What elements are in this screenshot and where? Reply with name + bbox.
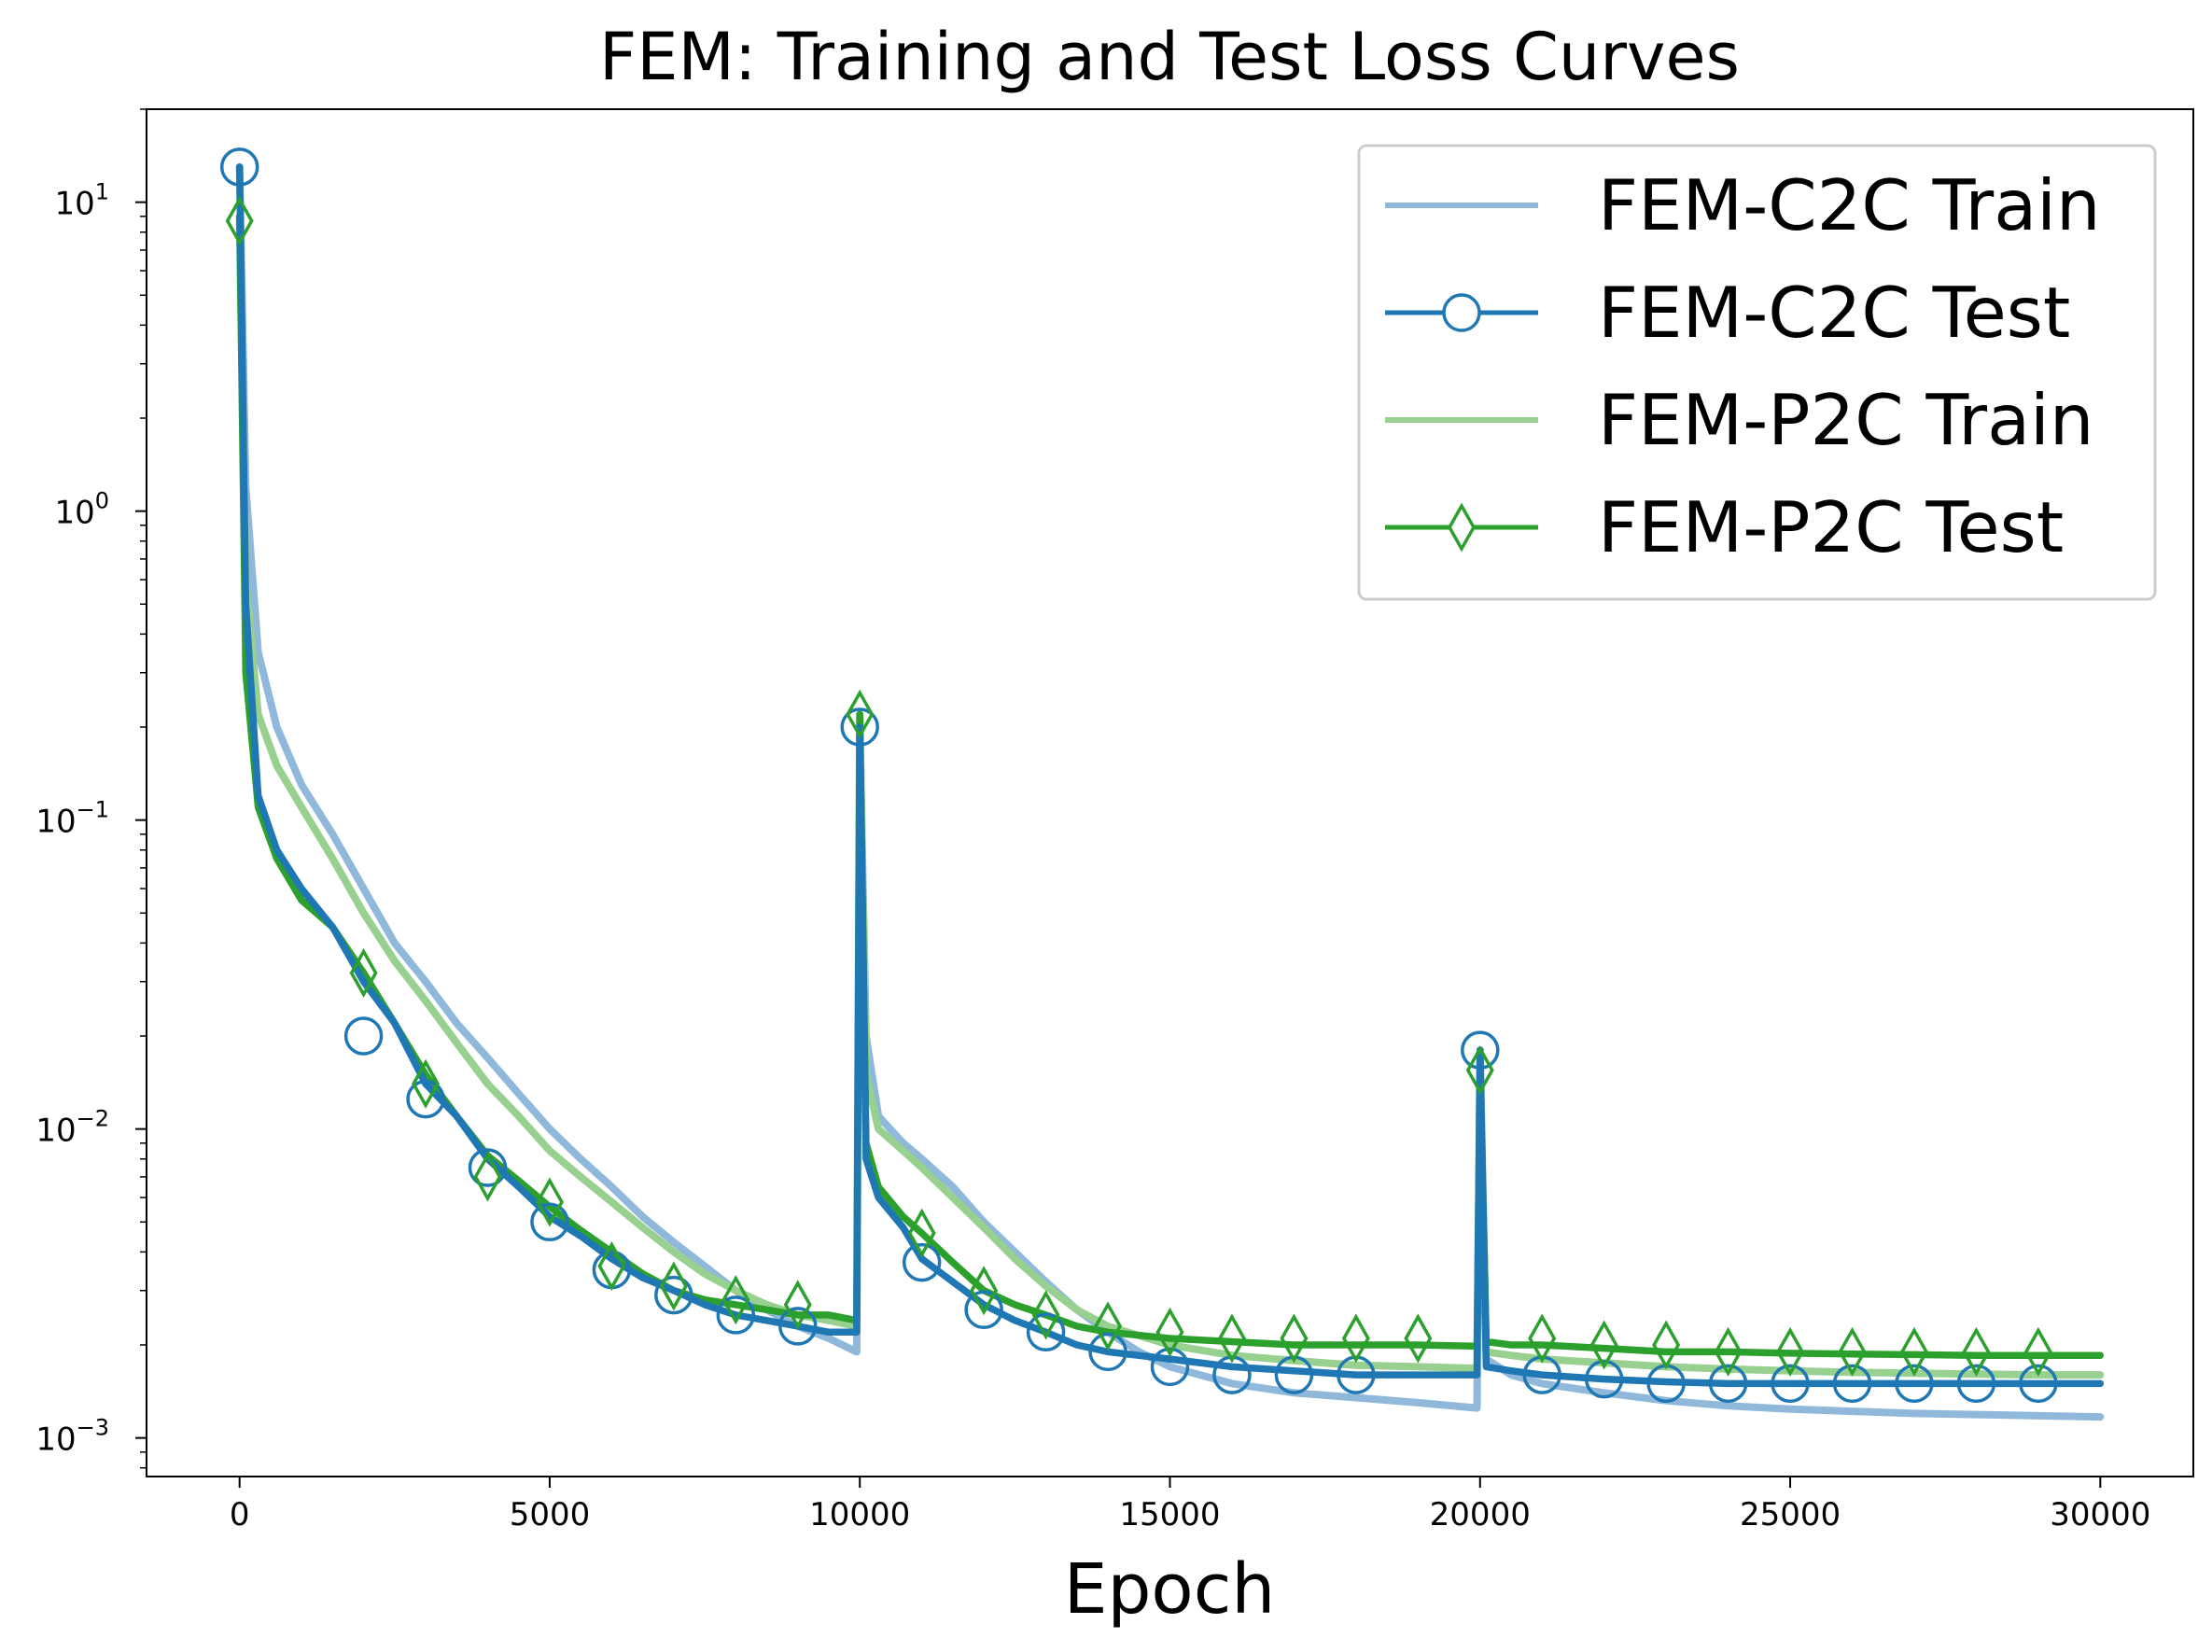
x-tick-label: 5000 xyxy=(510,1496,591,1533)
diamond-marker xyxy=(1776,1326,1805,1377)
diamond-marker xyxy=(1465,1045,1494,1096)
diamond-marker xyxy=(970,1266,999,1316)
x-tick-label: 10000 xyxy=(809,1496,910,1533)
x-axis: 0 5000 10000 15000 20000 25000 30000 xyxy=(230,1477,2150,1533)
circle-marker xyxy=(778,1307,818,1346)
x-tick-label: 30000 xyxy=(2050,1496,2150,1533)
diamond-marker xyxy=(1031,1290,1060,1340)
circle-marker xyxy=(1584,1359,1624,1399)
legend-label: FEM-P2C Train xyxy=(1598,379,2093,461)
diamond-marker xyxy=(1962,1326,1991,1377)
circle-marker xyxy=(530,1202,569,1242)
series-lines xyxy=(235,162,2105,1421)
diamond-marker xyxy=(659,1261,688,1311)
diamond-marker xyxy=(225,196,254,246)
circle-marker xyxy=(654,1275,693,1315)
diamond-marker xyxy=(846,689,875,739)
circle-marker xyxy=(1956,1364,1996,1404)
circle-marker xyxy=(1026,1312,1066,1352)
legend-diamond-marker xyxy=(1447,502,1477,553)
x-axis-label: Epoch xyxy=(1064,1549,1276,1630)
diamond-marker xyxy=(721,1275,750,1325)
diamond-marker xyxy=(1280,1313,1309,1364)
circle-marker xyxy=(1708,1364,1748,1404)
circle-marker xyxy=(343,1016,384,1056)
series-line-fem-p2c-train xyxy=(235,212,2105,1379)
diamond-marker xyxy=(412,1058,441,1109)
circle-marker xyxy=(468,1148,508,1187)
circle-marker xyxy=(1461,1030,1500,1070)
y-tick-label: 100 xyxy=(54,488,109,532)
diamond-marker xyxy=(1155,1307,1184,1357)
circle-marker xyxy=(902,1242,942,1282)
x-tick-label: 0 xyxy=(230,1496,250,1533)
diamond-marker xyxy=(2023,1326,2052,1377)
diamond-marker xyxy=(1652,1320,1681,1370)
x-tick-label: 20000 xyxy=(1430,1496,1531,1533)
circle-marker xyxy=(716,1295,756,1335)
circle-marker xyxy=(406,1079,445,1119)
circle-marker xyxy=(2019,1364,2058,1404)
plot-frame xyxy=(146,108,2194,1477)
diamond-marker xyxy=(1094,1301,1123,1351)
series-line-fem-c2c-train xyxy=(235,162,2105,1421)
legend-box xyxy=(1357,144,2157,601)
y-tick-label: 10−3 xyxy=(35,1415,109,1459)
circle-marker xyxy=(1771,1364,1810,1404)
circle-marker xyxy=(219,147,259,187)
series-line-fem-c2c-test xyxy=(235,163,2105,1388)
legend-label: FEM-C2C Train xyxy=(1598,164,2101,246)
circle-marker xyxy=(964,1290,1003,1330)
diamond-marker xyxy=(1589,1320,1618,1370)
legend-label: FEM-C2C Test xyxy=(1598,272,2070,354)
legend: FEM-C2C Train FEM-C2C Test FEM-P2C Train FE… xyxy=(1357,144,2157,601)
circle-marker xyxy=(1150,1347,1190,1387)
legend-label: FEM-P2C Test xyxy=(1598,486,2064,568)
circle-marker xyxy=(1832,1364,1872,1404)
y-tick-label: 101 xyxy=(54,179,109,223)
diamond-marker xyxy=(907,1208,936,1258)
series-markers xyxy=(219,147,2058,1404)
x-tick-label: 25000 xyxy=(1740,1496,1841,1533)
y-tick-label: 10−2 xyxy=(35,1106,109,1150)
chart-title: FEM: Training and Test Loss Curves xyxy=(599,19,1740,95)
circle-marker xyxy=(840,707,879,747)
circle-marker xyxy=(1088,1332,1127,1372)
diamond-marker xyxy=(349,947,378,998)
legend-circle-marker xyxy=(1442,293,1481,332)
diamond-marker xyxy=(1404,1313,1433,1364)
diamond-marker xyxy=(1838,1326,1867,1377)
diamond-marker xyxy=(1528,1313,1557,1364)
x-tick-label: 15000 xyxy=(1119,1496,1220,1533)
circle-marker xyxy=(1895,1364,1934,1404)
diamond-marker xyxy=(1714,1326,1743,1377)
y-axis: 101 100 10−1 10−2 10−3 xyxy=(35,108,147,1469)
diamond-marker xyxy=(1217,1313,1246,1364)
y-tick-label: 10−1 xyxy=(35,797,109,841)
diamond-marker xyxy=(535,1177,564,1227)
diamond-marker xyxy=(597,1240,626,1292)
diamond-marker xyxy=(1341,1313,1370,1364)
diamond-marker xyxy=(783,1280,812,1330)
diamond-marker xyxy=(473,1152,502,1202)
diamond-marker xyxy=(1899,1326,1928,1377)
